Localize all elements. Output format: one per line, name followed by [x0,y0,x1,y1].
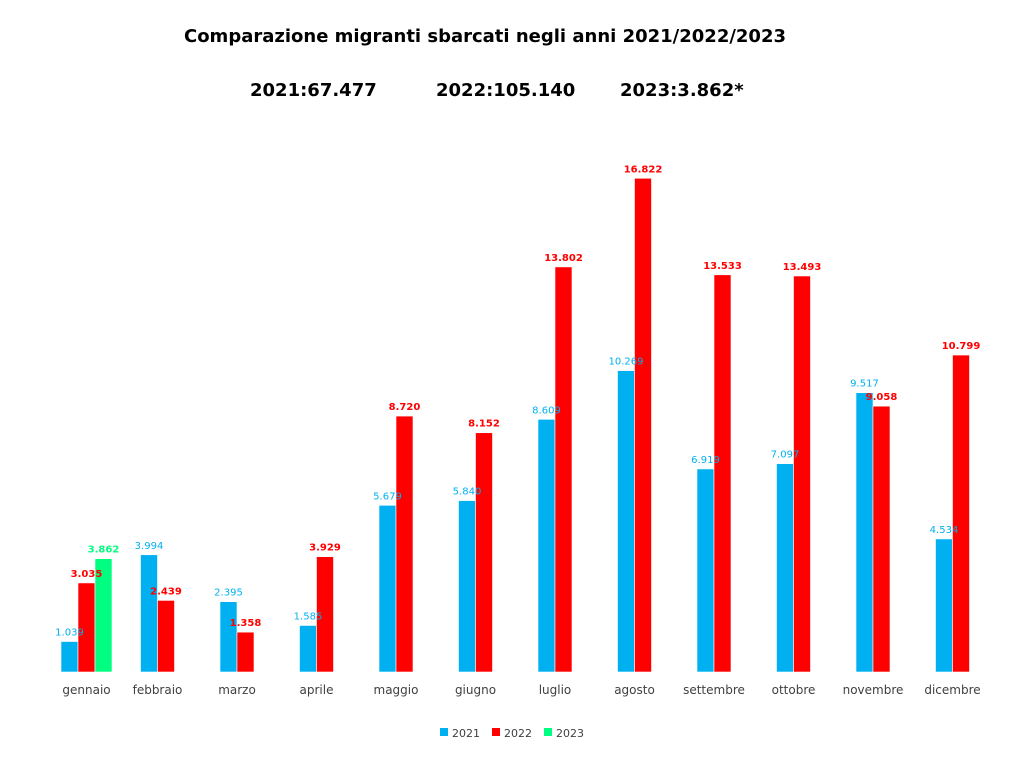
legend-label-2021: 2021 [452,727,480,740]
bar-2022-novembre [872,405,891,673]
data-label-2022-novembre: 9.058 [866,392,898,403]
legend-label-2022: 2022 [504,727,532,740]
bar-2021-giugno [458,500,476,673]
category-label-settembre: settembre [683,683,745,697]
data-label-2022-aprile: 3.929 [309,543,341,554]
data-label-2022-gennaio: 3.035 [71,569,103,580]
bar-2022-febbraio [157,600,175,673]
bar-2022-dicembre [952,354,970,673]
data-label-2021-luglio: 8.609 [532,405,561,416]
category-label-giugno: giugno [455,683,496,697]
bar-2021-settembre [696,468,715,673]
data-label-2022-marzo: 1.358 [230,618,262,629]
data-label-2022-maggio: 8.720 [389,402,421,413]
bar-2021-dicembre [935,538,953,673]
bar-2021-agosto [617,370,635,673]
data-label-2022-febbraio: 2.439 [150,586,182,597]
data-label-2021-gennaio: 1.039 [55,628,84,639]
category-label-agosto: agosto [614,683,655,697]
category-axis: gennaio febbraio marzo aprile maggio giugno lu… [62,683,980,697]
bars-layer [60,177,970,673]
legend-label-2023: 2023 [556,727,584,740]
legend-swatch-2023 [544,728,552,736]
data-label-2022-dicembre: 10.799 [942,341,981,352]
legend: 2021 2022 2023 [440,727,584,740]
bar-2021-novembre [855,392,874,673]
bar-2022-agosto [634,177,652,673]
data-label-2021-giugno: 5.840 [453,487,482,498]
data-label-2022-luglio: 13.802 [544,253,583,264]
data-label-2022-agosto: 16.822 [624,164,663,175]
data-label-2022-giugno: 8.152 [468,419,500,430]
data-labels-layer: 1.039 3.035 3.862 3.994 2.439 2.395 1.358 1.585… [55,164,980,638]
data-label-2021-febbraio: 3.994 [135,541,164,552]
data-label-2021-agosto: 10.269 [609,357,644,368]
data-label-2021-maggio: 5.679 [373,491,402,502]
legend-swatch-2022 [492,728,500,736]
bar-2021-luglio [537,419,556,673]
data-label-2021-marzo: 2.395 [214,588,243,599]
chart-title: Comparazione migranti sbarcati negli ann… [183,26,787,47]
bar-2021-maggio [378,505,397,673]
bar-2021-ottobre [776,463,794,673]
data-label-2021-dicembre: 4.534 [930,525,959,536]
bar-2021-febbraio [140,554,158,673]
category-label-novembre: novembre [843,683,904,697]
data-label-2022-settembre: 13.533 [703,261,742,272]
data-label-2021-aprile: 1.585 [294,611,323,622]
category-label-aprile: aprile [300,683,334,697]
bar-2022-aprile [316,556,334,673]
category-label-ottobre: ottobre [772,683,816,697]
category-label-luglio: luglio [539,683,572,697]
bar-2022-marzo [236,631,255,673]
bar-2022-ottobre [793,275,811,673]
bar-2023-gennaio [94,558,113,673]
category-label-maggio: maggio [374,683,419,697]
bar-2022-luglio [554,266,573,673]
bar-2022-giugno [475,432,493,673]
category-label-gennaio: gennaio [62,683,110,697]
bar-2022-settembre [713,274,732,673]
total-2021: 2021:67.477 [250,80,377,101]
category-label-febbraio: febbraio [133,683,183,697]
data-label-2021-novembre: 9.517 [850,379,879,390]
data-label-2023-gennaio: 3.862 [88,545,120,556]
legend-swatch-2021 [440,728,448,736]
category-label-marzo: marzo [218,683,256,697]
bar-2022-maggio [395,415,414,673]
bar-2021-gennaio [60,641,79,673]
bar-2021-aprile [299,625,317,673]
data-label-2021-settembre: 6.919 [691,455,720,466]
total-2023: 2023:3.862* [620,80,744,101]
total-2022: 2022:105.140 [436,80,576,101]
category-label-dicembre: dicembre [924,683,980,697]
data-label-2021-ottobre: 7.097 [771,450,800,461]
data-label-2022-ottobre: 13.493 [783,262,822,273]
bar-2021-marzo [219,601,238,673]
